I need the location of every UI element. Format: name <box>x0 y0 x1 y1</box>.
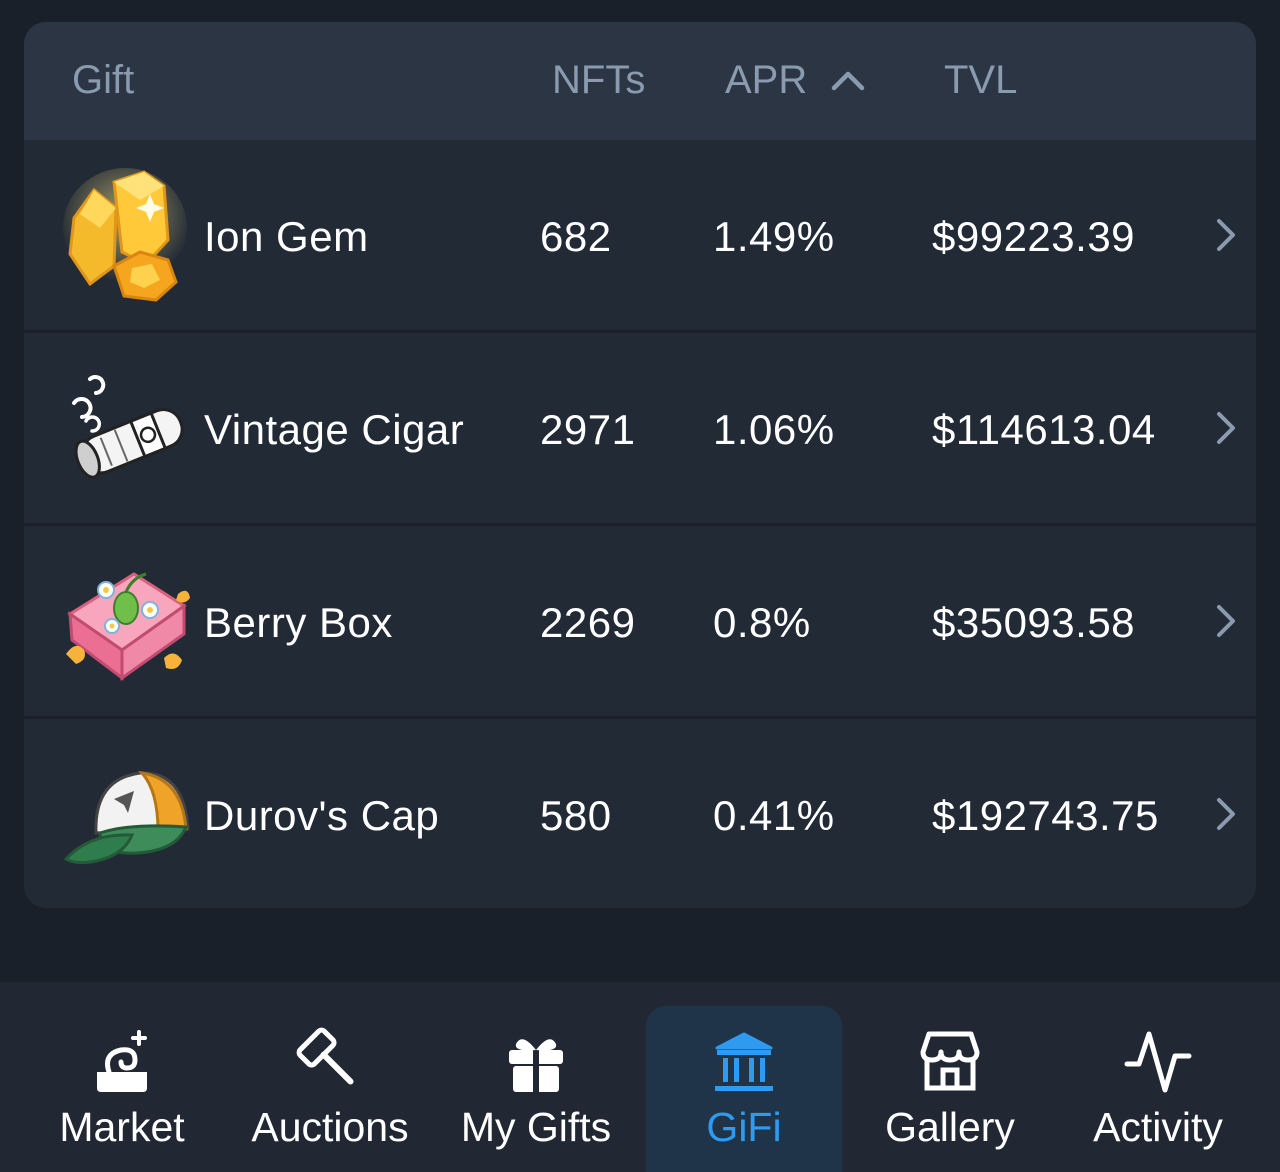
market-icon <box>97 1030 147 1092</box>
column-header-tvl[interactable]: TVL <box>944 58 1018 102</box>
nav-item-gallery[interactable]: Gallery <box>852 1006 1048 1172</box>
gift-apr: 1.49% <box>713 213 835 260</box>
activity-icon <box>1124 1031 1192 1093</box>
gift-name: Durov's Cap <box>204 792 440 839</box>
gift-tvl: $35093.58 <box>932 599 1136 646</box>
column-header-gift[interactable]: Gift <box>72 58 135 102</box>
gift-nfts: 580 <box>540 792 612 839</box>
gift-name: Ion Gem <box>204 213 369 260</box>
column-header-nfts[interactable]: NFTs <box>552 58 646 102</box>
vintage-cigar-icon <box>72 375 184 479</box>
table-header: Gift NFTs APR TVL <box>24 22 1256 140</box>
nav-label: Market <box>59 1104 185 1150</box>
gifts-table: Gift NFTs APR TVL Ion Gem 682 <box>24 22 1256 908</box>
table-row[interactable]: Ion Gem 682 1.49% $99223.39 <box>24 140 1256 330</box>
durovs-cap-icon <box>63 770 190 865</box>
gift-nfts: 2269 <box>540 599 636 646</box>
nav-label: Gallery <box>885 1104 1015 1150</box>
chevron-right-icon[interactable] <box>1214 409 1238 447</box>
gift-tvl: $192743.75 <box>932 792 1159 839</box>
nav-label: Activity <box>1093 1104 1223 1150</box>
chevron-right-icon[interactable] <box>1214 795 1238 833</box>
nav-item-gifi[interactable]: GiFi <box>646 1006 842 1172</box>
ion-gem-icon <box>63 168 187 302</box>
gift-icon <box>509 1039 563 1092</box>
nav-label: Auctions <box>251 1104 409 1150</box>
gift-apr: 1.06% <box>713 406 835 453</box>
chevron-right-icon[interactable] <box>1214 602 1238 640</box>
gift-nfts: 682 <box>540 213 612 260</box>
bottom-nav: Market Auctions My Gifts GiF <box>0 982 1280 1172</box>
bank-icon <box>715 1032 773 1091</box>
chevron-right-icon[interactable] <box>1214 216 1238 254</box>
nav-item-my-gifts[interactable]: My Gifts <box>438 1006 634 1172</box>
column-header-apr[interactable]: APR <box>725 58 808 102</box>
gift-tvl: $114613.04 <box>932 406 1156 453</box>
berry-box-icon <box>66 572 190 682</box>
gift-apr: 0.41% <box>713 792 835 839</box>
gift-nfts: 2971 <box>540 406 636 453</box>
storefront-icon <box>920 1031 980 1091</box>
nav-item-auctions[interactable]: Auctions <box>232 1006 428 1172</box>
gavel-icon <box>296 1027 354 1085</box>
gift-apr: 0.8% <box>713 599 811 646</box>
gift-tvl: $99223.39 <box>932 213 1136 260</box>
gift-name: Berry Box <box>204 599 393 646</box>
table-row[interactable]: Durov's Cap 580 0.41% $192743.75 <box>24 716 1256 908</box>
nav-item-activity[interactable]: Activity <box>1060 1006 1256 1172</box>
table-row[interactable]: Vintage Cigar 2971 1.06% $114613.04 <box>24 330 1256 523</box>
table-row[interactable]: Berry Box 2269 0.8% $35093.58 <box>24 523 1256 716</box>
chevron-up-icon[interactable] <box>830 64 866 94</box>
nav-label: My Gifts <box>460 1104 612 1150</box>
nav-label: GiFi <box>706 1104 782 1150</box>
gift-name: Vintage Cigar <box>204 406 465 453</box>
nav-item-market[interactable]: Market <box>24 1006 220 1172</box>
